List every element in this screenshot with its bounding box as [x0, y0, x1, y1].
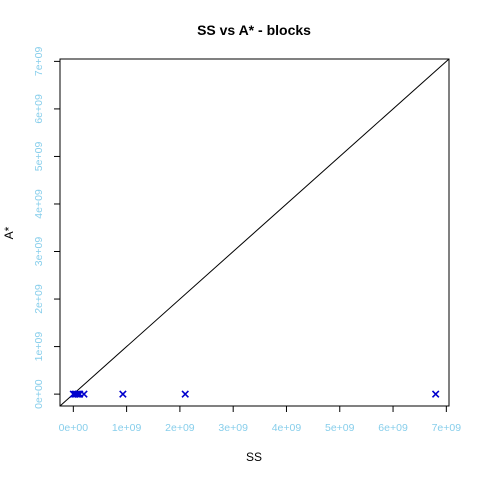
- plot-area: 0e+00 1e+09 2e+09 3e+09 4e+09 5e+09 6e+09 7e+09…: [33, 46, 461, 434]
- x-tick-label: 0e+00: [59, 422, 89, 434]
- x-axis-label: SS: [246, 450, 262, 464]
- y-tick-label: 4e+09: [33, 189, 45, 219]
- x-tick-label: 4e+09: [272, 422, 302, 434]
- y-tick-label: 3e+09: [33, 237, 45, 267]
- y-tick-label: 6e+09: [33, 94, 45, 124]
- x-tick-label: 6e+09: [378, 422, 408, 434]
- x-tick-label: 5e+09: [325, 422, 355, 434]
- x-tick-label: 7e+09: [432, 422, 462, 434]
- x-tick-label: 1e+09: [112, 422, 142, 434]
- y-tick-label: 0e+00: [33, 379, 45, 409]
- y-tick-label: 1e+09: [33, 332, 45, 362]
- chart-title: SS vs A* - blocks: [197, 22, 311, 38]
- y-axis-label: A*: [2, 226, 16, 239]
- y-tick-label: 2e+09: [33, 284, 45, 314]
- data-point: [120, 391, 126, 397]
- y-tick-label: 5e+09: [33, 142, 45, 172]
- y-tick-label: 7e+09: [33, 46, 45, 76]
- x-tick-label: 3e+09: [218, 422, 248, 434]
- data-point: [81, 391, 87, 397]
- data-point: [182, 391, 188, 397]
- identity-line: [60, 59, 449, 406]
- data-point: [432, 391, 438, 397]
- x-tick-label: 2e+09: [165, 422, 195, 434]
